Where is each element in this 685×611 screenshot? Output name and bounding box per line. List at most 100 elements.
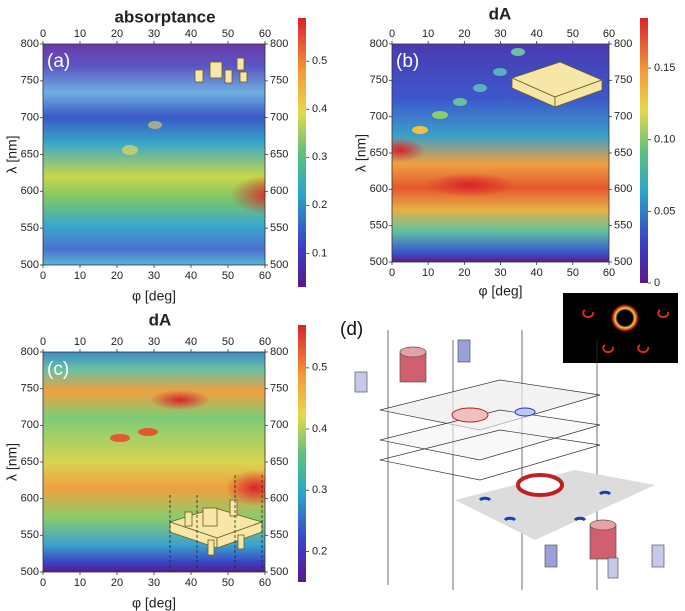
colorbar-tick-label: 0.3 [312, 484, 327, 496]
chart-title: dA [149, 310, 172, 329]
y-tick-label: 700 [370, 111, 388, 123]
y-axis-label: λ [nm] [353, 134, 369, 172]
y-tick-label: 700 [270, 419, 288, 431]
y-tick-label: 800 [270, 38, 288, 50]
colorbar-tick-label: 0 [654, 277, 660, 289]
y-axis-label: λ [nm] [4, 135, 20, 173]
x-tick-label: 0 [389, 28, 395, 40]
x-tick-label: 60 [603, 267, 615, 279]
y-tick-label: 800 [614, 38, 632, 50]
x-tick-label: 60 [259, 336, 271, 348]
y-tick-label: 500 [21, 566, 39, 578]
chart-title: absorptance [114, 7, 215, 26]
y-tick-label: 550 [270, 529, 288, 541]
x-tick-label: 50 [222, 577, 234, 589]
x-tick-label: 30 [494, 267, 506, 279]
y-tick-label: 550 [370, 220, 388, 232]
y-tick-label: 750 [370, 74, 388, 86]
y-tick-label: 750 [614, 74, 632, 86]
colorbar-tick-label: 0.2 [312, 199, 327, 211]
y-tick-label: 650 [270, 456, 288, 468]
x-tick-label: 10 [74, 336, 86, 348]
y-tick-label: 500 [21, 259, 39, 271]
x-axis-label: φ [deg] [132, 288, 176, 304]
chart-title: dA [489, 4, 512, 23]
x-tick-label: 60 [259, 28, 271, 40]
colorbar-tick-label: 0.3 [312, 151, 327, 163]
x-tick-label: 10 [74, 28, 86, 40]
x-tick-label: 0 [40, 270, 46, 282]
x-tick-label: 20 [458, 267, 470, 279]
x-tick-label: 40 [185, 28, 197, 40]
y-tick-label: 550 [270, 222, 288, 234]
y-tick-label: 550 [614, 220, 632, 232]
x-tick-label: 40 [185, 336, 197, 348]
panel-label: (d) [340, 319, 363, 340]
y-tick-label: 700 [21, 419, 39, 431]
colorbar-tick-label: 0.1 [312, 247, 327, 259]
x-axis-label: φ [deg] [478, 283, 522, 299]
y-tick-label: 750 [270, 383, 288, 395]
y-tick-label: 750 [21, 383, 39, 395]
y-tick-label: 800 [270, 346, 288, 358]
x-tick-label: 30 [148, 270, 160, 282]
y-tick-label: 650 [21, 456, 39, 468]
x-tick-label: 30 [148, 577, 160, 589]
colorbar-tick-label: 0.5 [312, 55, 327, 67]
y-tick-label: 600 [270, 185, 288, 197]
x-tick-label: 50 [222, 336, 234, 348]
x-tick-label: 40 [185, 577, 197, 589]
x-tick-label: 50 [222, 28, 234, 40]
x-tick-label: 40 [531, 267, 543, 279]
y-tick-label: 700 [270, 112, 288, 124]
x-tick-label: 0 [389, 267, 395, 279]
y-tick-label: 500 [270, 566, 288, 578]
panel-label: (a) [47, 51, 70, 72]
x-tick-label: 10 [74, 270, 86, 282]
x-axis-label: φ [deg] [132, 595, 176, 611]
y-tick-label: 550 [21, 529, 39, 541]
y-tick-label: 800 [21, 346, 39, 358]
x-tick-label: 20 [111, 270, 123, 282]
x-tick-label: 50 [222, 270, 234, 282]
x-tick-label: 50 [567, 28, 579, 40]
colorbar-tick-label: 0.2 [312, 545, 327, 557]
x-tick-label: 30 [148, 28, 160, 40]
x-tick-label: 30 [494, 28, 506, 40]
y-tick-label: 600 [614, 183, 632, 195]
y-tick-label: 700 [614, 111, 632, 123]
x-tick-label: 20 [111, 336, 123, 348]
x-tick-label: 60 [603, 28, 615, 40]
colorbar-tick-label: 0.5 [312, 362, 327, 374]
y-tick-label: 600 [21, 185, 39, 197]
colorbar-tick-label: 0.15 [654, 62, 675, 74]
panel-label: (c) [47, 359, 69, 380]
x-tick-label: 60 [259, 577, 271, 589]
x-tick-label: 40 [531, 28, 543, 40]
colorbar-tick-label: 0.10 [654, 134, 675, 146]
x-tick-label: 10 [422, 28, 434, 40]
simulation-diagram: (d) [340, 293, 678, 590]
y-tick-label: 700 [21, 112, 39, 124]
y-tick-label: 600 [21, 493, 39, 505]
y-tick-label: 750 [21, 75, 39, 87]
panel-label: (b) [396, 51, 419, 72]
x-tick-label: 40 [185, 270, 197, 282]
y-tick-label: 650 [270, 148, 288, 160]
x-tick-label: 20 [111, 577, 123, 589]
x-tick-label: 0 [40, 577, 46, 589]
y-tick-label: 650 [370, 147, 388, 159]
y-tick-label: 750 [270, 75, 288, 87]
x-tick-label: 0 [40, 28, 46, 40]
y-tick-label: 550 [21, 222, 39, 234]
guide-lines [169, 475, 263, 572]
colorbar-tick-label: 0.4 [312, 423, 327, 435]
y-tick-label: 500 [270, 259, 288, 271]
x-tick-label: 50 [567, 267, 579, 279]
y-tick-label: 650 [21, 148, 39, 160]
x-tick-label: 10 [422, 267, 434, 279]
structure-icon [168, 57, 604, 556]
y-tick-label: 800 [21, 38, 39, 50]
x-tick-label: 10 [74, 577, 86, 589]
